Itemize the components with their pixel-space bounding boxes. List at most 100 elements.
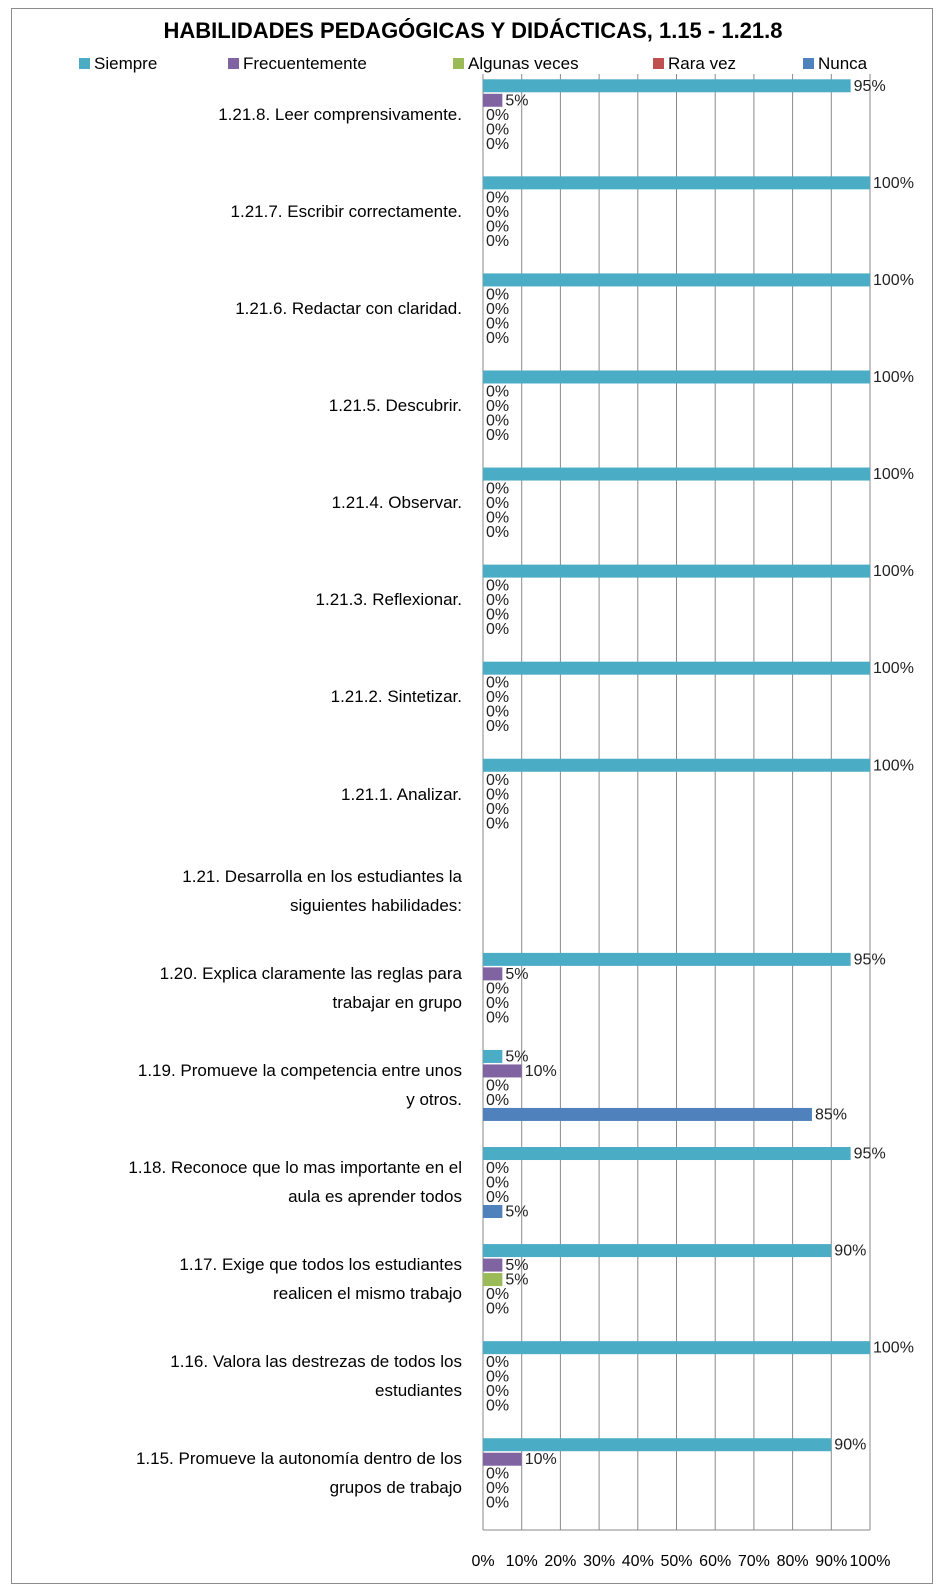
bar — [483, 93, 503, 107]
data-label: 0% — [486, 1495, 509, 1512]
data-label: 0% — [486, 286, 509, 303]
legend-swatch-rara-vez — [653, 58, 664, 69]
category-label: 1.16. Valora las destrezas de todos los … — [170, 1352, 462, 1401]
bar — [483, 1147, 851, 1161]
data-label: 95% — [854, 1146, 886, 1163]
category-label: 1.18. Reconoce que lo mas importante en … — [128, 1158, 462, 1207]
data-label: 5% — [505, 966, 528, 983]
legend-swatch-frecuentemente — [228, 58, 239, 69]
x-tick-label: 0% — [471, 1553, 494, 1570]
category-label: 1.21.7. Escribir correctamente. — [230, 202, 462, 222]
x-tick-label: 90% — [815, 1553, 847, 1570]
category-label: 1.21.3. Reflexionar. — [315, 590, 462, 610]
bar — [483, 661, 870, 675]
data-label: 0% — [486, 204, 509, 221]
legend-label: Nunca — [818, 54, 868, 73]
data-label: 0% — [486, 1160, 509, 1177]
legend-label: Rara vez — [668, 54, 737, 73]
x-tick-label: 60% — [699, 1553, 731, 1570]
data-label: 0% — [486, 383, 509, 400]
data-label: 90% — [834, 1243, 866, 1260]
data-label: 0% — [486, 621, 509, 638]
data-label: 0% — [486, 233, 509, 250]
bar — [483, 1205, 503, 1219]
x-tick-label: 80% — [777, 1553, 809, 1570]
data-label: 0% — [486, 1077, 509, 1094]
data-label: 0% — [486, 718, 509, 735]
legend-item-frecuentemente: Frecuentemente — [228, 54, 367, 74]
data-label: 0% — [486, 1398, 509, 1415]
data-label: 0% — [486, 1383, 509, 1400]
data-label: 5% — [505, 1272, 528, 1289]
data-label: 0% — [486, 412, 509, 429]
x-tick-label: 30% — [583, 1553, 615, 1570]
data-label: 0% — [486, 524, 509, 541]
data-label: 0% — [486, 136, 509, 153]
legend-item-nunca: Nunca — [803, 54, 867, 74]
data-label: 0% — [486, 107, 509, 124]
data-label: 100% — [873, 369, 914, 386]
category-label: 1.21.1. Analizar. — [341, 784, 462, 804]
data-label: 0% — [486, 330, 509, 347]
x-tick-label: 20% — [544, 1553, 576, 1570]
data-label: 5% — [505, 1204, 528, 1221]
data-label: 100% — [873, 272, 914, 289]
data-label: 0% — [486, 980, 509, 997]
data-label: 0% — [486, 1369, 509, 1386]
category-label: 1.17. Exige que todos los estudiantes re… — [179, 1255, 462, 1304]
data-label: 10% — [525, 1063, 557, 1080]
category-label: 1.19. Promueve la competencia entre unos… — [137, 1061, 462, 1110]
bar — [483, 1049, 503, 1063]
x-tick-label: 50% — [660, 1553, 692, 1570]
chart-title: HABILIDADES PEDAGÓGICAS Y DIDÁCTICAS, 1.… — [163, 18, 783, 43]
data-label: 0% — [486, 1009, 509, 1026]
bar — [483, 564, 870, 578]
data-label: 0% — [486, 607, 509, 624]
data-label: 0% — [486, 1175, 509, 1192]
legend-swatch-siempre — [79, 58, 90, 69]
data-label: 0% — [486, 675, 509, 692]
chart-legend: Siempre Frecuentemente Algunas veces Rar… — [0, 0, 946, 80]
data-label: 0% — [486, 1354, 509, 1371]
data-label: 5% — [505, 1048, 528, 1065]
data-label: 5% — [505, 1257, 528, 1274]
data-label: 0% — [486, 427, 509, 444]
x-tick-label: 40% — [622, 1553, 654, 1570]
data-label: 0% — [486, 481, 509, 498]
data-label: 0% — [486, 121, 509, 138]
data-label: 95% — [854, 951, 886, 968]
legend-swatch-nunca — [803, 58, 814, 69]
data-label: 0% — [486, 1092, 509, 1109]
bar — [483, 1064, 522, 1078]
data-label: 100% — [873, 757, 914, 774]
category-label: 1.15. Promueve la autonomía dentro de lo… — [135, 1449, 462, 1498]
data-label: 0% — [486, 315, 509, 332]
data-label: 5% — [505, 92, 528, 109]
data-label: 100% — [873, 175, 914, 192]
data-label: 85% — [815, 1106, 847, 1123]
data-label: 0% — [486, 689, 509, 706]
bar — [483, 467, 870, 481]
bar — [483, 1258, 503, 1272]
data-label: 0% — [486, 704, 509, 721]
bar — [483, 79, 851, 93]
bar — [483, 967, 503, 981]
category-label: 1.21.8. Leer comprensivamente. — [218, 105, 462, 125]
data-label: 95% — [854, 78, 886, 95]
bar — [483, 758, 870, 772]
bar — [483, 1244, 832, 1258]
data-label: 100% — [873, 660, 914, 677]
data-label: 0% — [486, 801, 509, 818]
x-tick-label: 10% — [506, 1553, 538, 1570]
category-label: 1.21.4. Observar. — [331, 493, 462, 513]
bar — [483, 273, 870, 287]
data-label: 0% — [486, 218, 509, 235]
bar — [483, 370, 870, 384]
data-label: 0% — [486, 1480, 509, 1497]
data-label: 100% — [873, 466, 914, 483]
data-label: 0% — [486, 592, 509, 609]
data-label: 100% — [873, 563, 914, 580]
data-label: 0% — [486, 815, 509, 832]
x-tick-label: 70% — [738, 1553, 770, 1570]
